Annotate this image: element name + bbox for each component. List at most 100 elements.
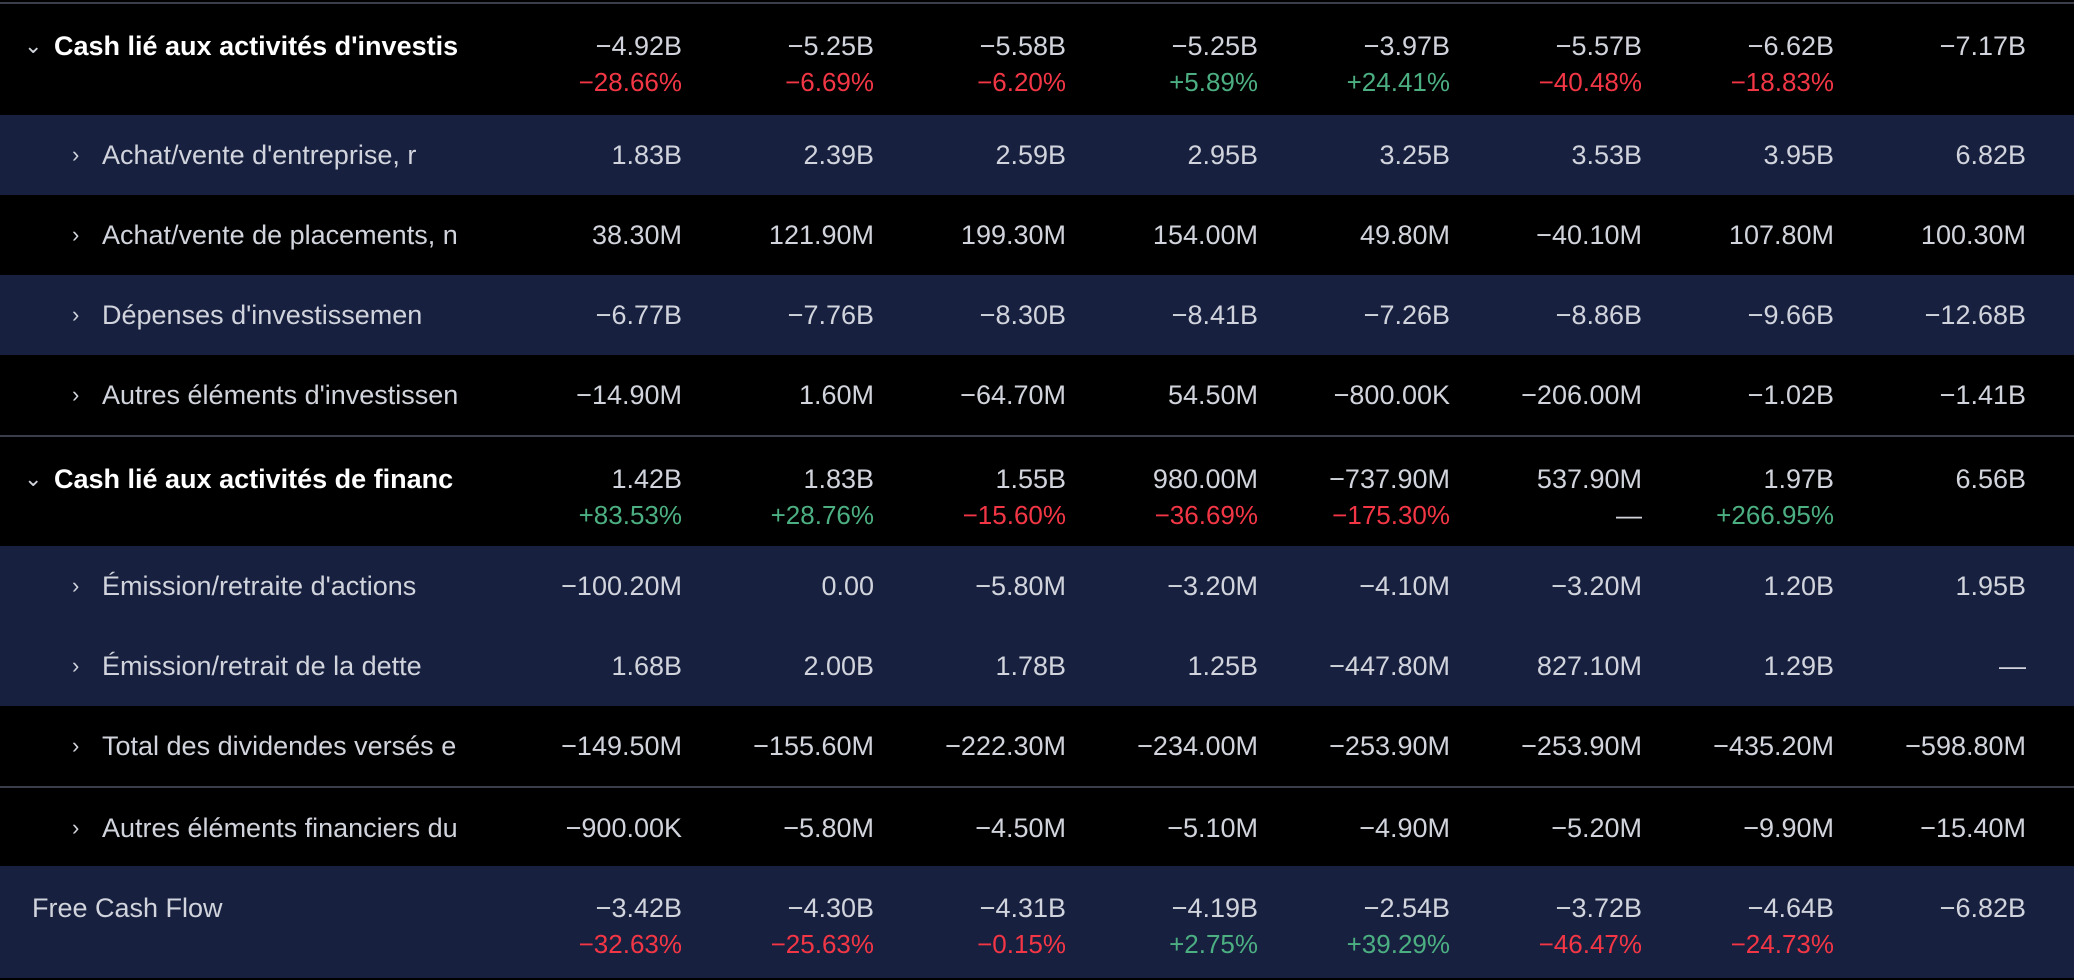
change-percent: +28.76% [770,500,874,530]
row-label[interactable]: ⌄ Cash lié aux activités d'investis [24,4,490,88]
value-cell: 2.00B [803,651,874,681]
value-cell: −64.70M [960,380,1066,410]
chevron-right-icon[interactable]: › [72,142,80,167]
table-row-stock-issuance[interactable]: › Émission/retraite d'actions −100.20M 0… [0,546,2074,626]
table-row-business-purchase[interactable]: › Achat/vente d'entreprise, r 1.83B 2.39… [0,115,2074,195]
value-cell: 1.95B [1955,571,2026,601]
value: −5.25B [1171,31,1258,61]
value-cell: −5.80M [783,813,874,843]
value-cell: 1.29B [1763,651,1834,681]
value-cell: 1.78B [995,651,1066,681]
value-cell: −253.90M [1329,731,1450,761]
value-cell: −4.90M [1359,813,1450,843]
value-cell: −7.17B [1846,28,2026,64]
row-label[interactable]: › Total des dividendes versés e [72,706,490,786]
value-cell: −5.80M [975,571,1066,601]
value-cell: 2.39B [803,140,874,170]
value-cell: 0.00 [821,571,874,601]
value-cell: −3.97B +24.41% [1270,28,1450,100]
value-cell: −900.00K [565,813,682,843]
change-percent: −32.63% [578,929,682,959]
value: −5.57B [1555,31,1642,61]
value: −3.97B [1363,31,1450,61]
row-label-text: Dépenses d'investissemen [102,299,423,330]
value: −6.82B [1939,893,2026,923]
chevron-right-icon[interactable]: › [72,222,80,247]
value-cell: −3.42B −32.63% [502,890,682,962]
value: 1.55B [995,464,1066,494]
value: −3.42B [595,893,682,923]
value: −4.30B [787,893,874,923]
value-cell: 199.30M [960,220,1066,250]
value-cell: −40.10M [1536,220,1642,250]
row-label[interactable]: › Émission/retrait de la dette [72,626,490,706]
value-cell: −222.30M [945,731,1066,761]
table-row-other-financing[interactable]: › Autres éléments financiers du −900.00K… [0,786,2074,866]
row-label[interactable]: › Achat/vente d'entreprise, r [72,115,490,195]
value-cell: −435.20M [1713,731,1834,761]
value-cell: −15.40M [1920,813,2026,843]
chevron-down-icon[interactable]: ⌄ [24,33,43,58]
change-percent: −6.20% [977,67,1066,97]
value-cell: 1.83B +28.76% [694,461,874,533]
value: 1.97B [1763,464,1834,494]
value-cell: −3.72B −46.47% [1462,890,1642,962]
chevron-down-icon[interactable]: ⌄ [24,466,43,491]
value-cell: −2.54B +39.29% [1270,890,1450,962]
value: −4.64B [1747,893,1834,923]
change-percent: −18.83% [1730,67,1834,97]
value-cell: −3.20M [1551,571,1642,601]
row-label[interactable]: › Autres éléments d'investissen [72,355,490,435]
chevron-right-icon[interactable]: › [72,815,80,840]
value-cell: −5.25B −6.69% [694,28,874,100]
value-cell: −447.80M [1329,651,1450,681]
value-cell: −6.62B −18.83% [1654,28,1834,100]
value-cell: 49.80M [1359,220,1450,250]
value-cell: −5.25B +5.89% [1078,28,1258,100]
value-cell: −4.19B +2.75% [1078,890,1258,962]
value: −2.54B [1363,893,1450,923]
change-percent: −0.15% [977,929,1066,959]
row-label[interactable]: › Achat/vente de placements, n [72,195,490,275]
value-cell: 3.25B [1379,140,1450,170]
table-row-financing-cash[interactable]: ⌄ Cash lié aux activités de financ 1.42B… [0,435,2074,546]
value: 1.83B [803,464,874,494]
table-row-debt-issuance[interactable]: › Émission/retrait de la dette 1.68B 2.0… [0,626,2074,706]
change-percent: +5.89% [1169,67,1258,97]
value: −4.31B [979,893,1066,923]
change-percent: −175.30% [1332,500,1450,530]
value-cell: −100.20M [561,571,682,601]
table-row-dividends[interactable]: › Total des dividendes versés e −149.50M… [0,706,2074,786]
chevron-right-icon[interactable]: › [72,302,80,327]
value-cell: −155.60M [753,731,874,761]
value-cell: −8.41B [1171,300,1258,330]
table-row-investments-purchase[interactable]: › Achat/vente de placements, n 38.30M 12… [0,195,2074,275]
table-row-other-investing[interactable]: › Autres éléments d'investissen −14.90M … [0,355,2074,435]
table-row-investing-cash[interactable]: ⌄ Cash lié aux activités d'investis −4.9… [0,4,2074,115]
value-cell: −149.50M [561,731,682,761]
row-label[interactable]: ⌄ Cash lié aux activités de financ [24,437,490,521]
value-cell: −12.68B [1924,300,2026,330]
chevron-right-icon[interactable]: › [72,733,80,758]
value-cell: −1.02B [1747,380,1834,410]
chevron-right-icon[interactable]: › [72,573,80,598]
value-cell: 1.55B −15.60% [886,461,1066,533]
row-label[interactable]: › Dépenses d'investissemen [72,275,490,355]
value: 6.56B [1955,464,2026,494]
row-label[interactable]: › Émission/retraite d'actions [72,546,490,626]
row-label[interactable]: › Autres éléments financiers du [72,788,490,866]
table-row-free-cash-flow[interactable]: Free Cash Flow −3.42B −32.63% −4.30B −25.6… [0,866,2074,978]
value-cell: −4.31B −0.15% [886,890,1066,962]
value-cell: −9.66B [1747,300,1834,330]
row-label-text: Total des dividendes versés e [102,730,457,761]
value-cell: 6.56B [1846,461,2026,497]
chevron-right-icon[interactable]: › [72,653,80,678]
value-cell: −5.57B −40.48% [1462,28,1642,100]
value-cell: 3.53B [1571,140,1642,170]
table-row-capex[interactable]: › Dépenses d'investissemen −6.77B −7.76B… [0,275,2074,355]
value-cell: −1.41B [1939,380,2026,410]
value-cell: 1.20B [1763,571,1834,601]
value-cell: 980.00M −36.69% [1078,461,1258,533]
chevron-right-icon[interactable]: › [72,382,80,407]
